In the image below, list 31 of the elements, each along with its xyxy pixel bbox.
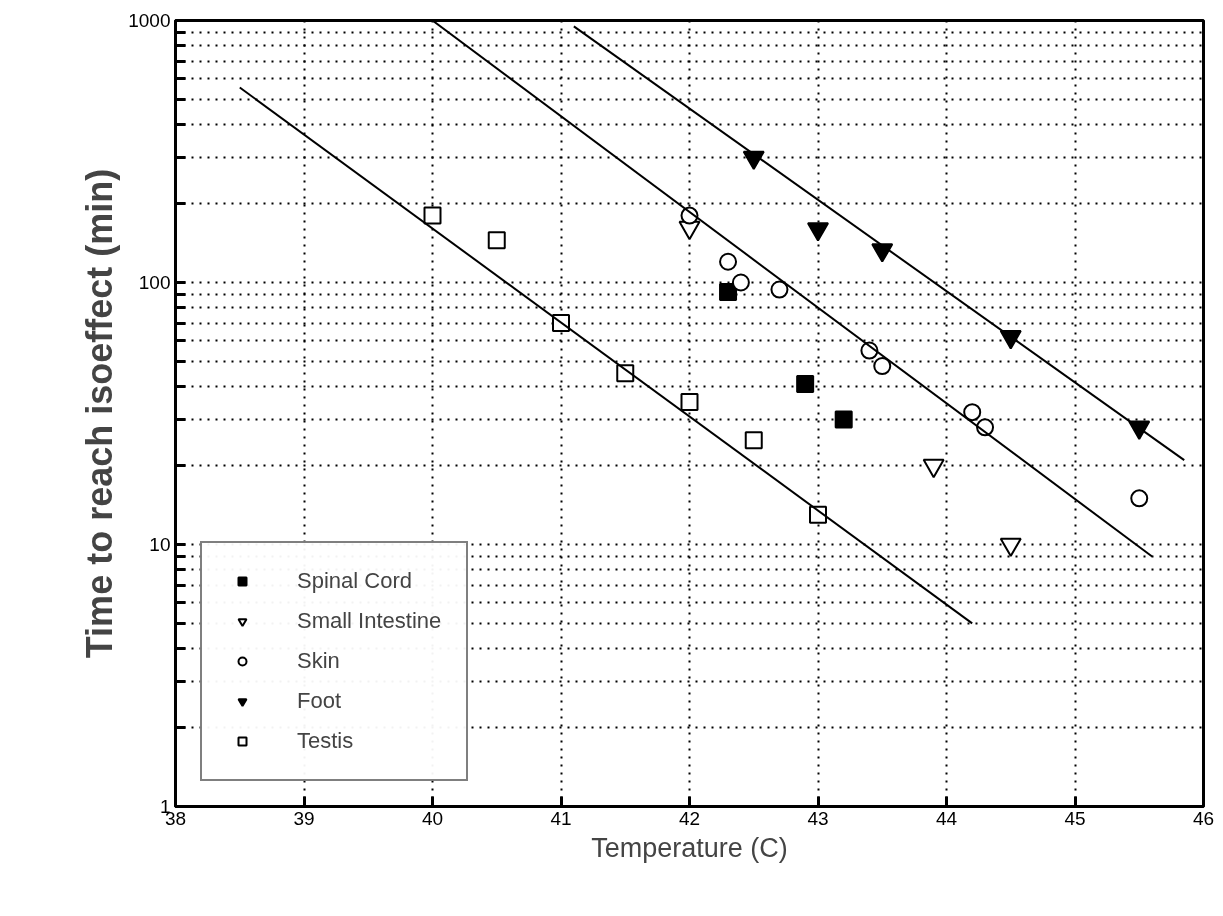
point <box>796 374 815 393</box>
y-tick-label: 100 <box>138 272 171 293</box>
legend-label: Skin <box>297 648 340 674</box>
legend-label: Spinal Cord <box>297 568 412 594</box>
y-tick-label: 1000 <box>128 10 171 31</box>
y-tick-label: 10 <box>149 534 171 555</box>
point <box>680 392 699 411</box>
legend-label: Small Intestine <box>297 608 442 634</box>
point <box>770 280 789 299</box>
point <box>834 410 853 429</box>
x-tick-label: 45 <box>1064 807 1086 829</box>
x-axis-title: Temperature (C) <box>591 832 788 863</box>
point <box>873 357 892 375</box>
point <box>719 282 738 301</box>
x-tick-label: 43 <box>807 807 829 829</box>
x-tick-label: 41 <box>550 807 572 829</box>
x-tick-label: 40 <box>421 807 444 829</box>
x-tick-label: 39 <box>293 807 315 829</box>
point <box>719 252 738 271</box>
x-tick-label: 42 <box>678 807 701 829</box>
point <box>1130 489 1149 508</box>
point <box>487 231 506 250</box>
point <box>963 403 982 422</box>
legend-label: Foot <box>297 688 342 714</box>
point <box>423 206 442 225</box>
point <box>731 273 750 292</box>
x-tick-label: 46 <box>1192 807 1215 829</box>
x-tick-label: 44 <box>935 807 958 829</box>
point <box>744 431 763 450</box>
legend-label: Testis <box>297 728 354 754</box>
y-axis-title: Time to reach isoeffect (min) <box>79 168 121 659</box>
